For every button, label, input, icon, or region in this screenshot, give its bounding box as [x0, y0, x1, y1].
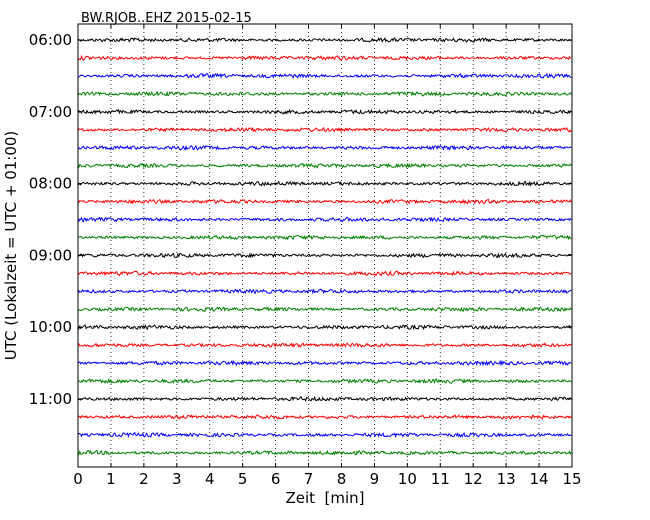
- plot-frame: [77, 23, 573, 468]
- y-axis-label: UTC (Lokalzeit = UTC + 01:00): [2, 131, 20, 361]
- trace-08:30: [77, 216, 572, 223]
- x-tick-label: 2: [139, 470, 149, 488]
- x-tick-label: 9: [370, 470, 380, 488]
- x-tick-label: 5: [238, 470, 248, 488]
- x-tick-label: 7: [304, 470, 314, 488]
- trace-11:30: [77, 431, 572, 439]
- trace-08:45: [77, 234, 572, 241]
- trace-11:45: [77, 449, 572, 456]
- x-tick-label: 10: [398, 470, 417, 488]
- x-tick-label: 14: [530, 470, 549, 488]
- x-axis-label: Zeit [min]: [285, 489, 364, 507]
- trace-11:00: [77, 395, 572, 403]
- trace-10:00: [77, 324, 572, 331]
- y-tick-label: 07:00: [29, 103, 72, 121]
- trace-10:45: [77, 377, 572, 385]
- y-tick-label: 09:00: [29, 246, 72, 264]
- x-tick-label: 1: [106, 470, 116, 488]
- x-tick-label: 6: [271, 470, 281, 488]
- x-tick-label: 13: [497, 470, 516, 488]
- trace-07:30: [77, 144, 572, 151]
- y-tick-label: 06:00: [29, 31, 72, 49]
- trace-06:45: [77, 90, 572, 97]
- trace-09:30: [77, 288, 572, 295]
- trace-08:15: [77, 198, 572, 205]
- trace-07:45: [77, 162, 572, 169]
- y-tick-label: 10:00: [29, 318, 72, 336]
- trace-08:00: [77, 180, 572, 187]
- x-tick-label: 4: [205, 470, 215, 488]
- trace-07:00: [77, 108, 572, 115]
- trace-09:45: [77, 306, 572, 313]
- trace-06:30: [77, 72, 572, 79]
- trace-10:30: [77, 359, 572, 367]
- x-tick-label: 0: [73, 470, 83, 488]
- trace-09:15: [77, 270, 572, 277]
- x-tick-label: 12: [464, 470, 483, 488]
- x-tick-label: 11: [431, 470, 450, 488]
- x-tick-label: 8: [337, 470, 347, 488]
- trace-07:15: [77, 126, 572, 133]
- x-tick-label: 3: [172, 470, 182, 488]
- chart-title: BW.RJOB..EHZ 2015-02-15: [81, 11, 252, 26]
- trace-06:00: [77, 37, 572, 43]
- trace-11:15: [77, 414, 572, 420]
- trace-06:15: [77, 54, 572, 61]
- trace-10:15: [77, 342, 572, 349]
- trace-09:00: [77, 252, 572, 259]
- x-tick-label: 15: [562, 470, 581, 488]
- y-tick-label: 11:00: [29, 390, 72, 408]
- y-tick-label: 08:00: [29, 175, 72, 193]
